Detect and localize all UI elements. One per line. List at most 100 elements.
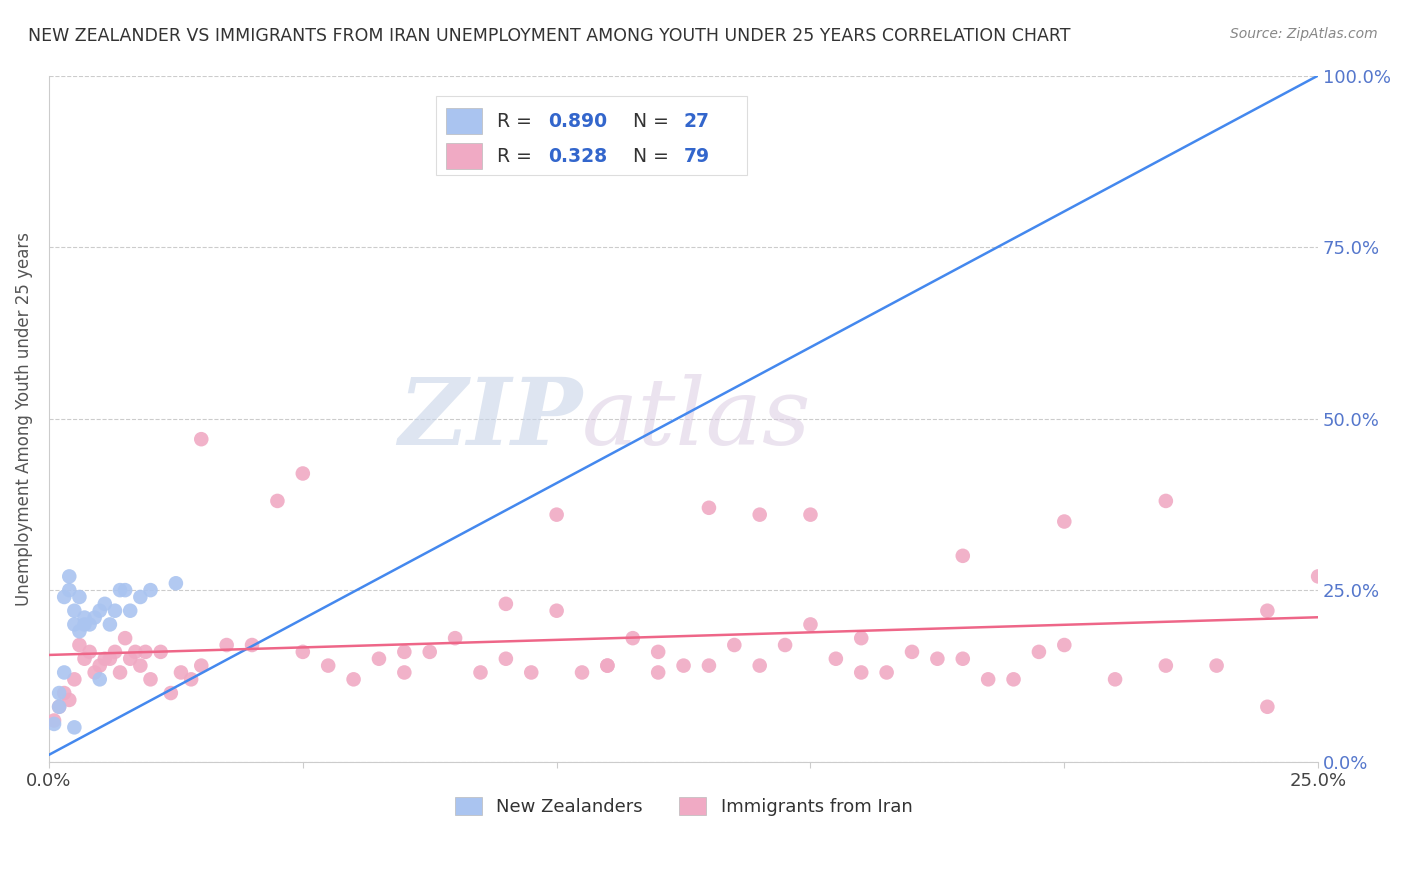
Point — [73, 610, 96, 624]
Point — [53, 686, 76, 700]
Point — [621, 631, 644, 645]
Point — [1256, 699, 1278, 714]
Point — [94, 597, 117, 611]
Point — [495, 652, 517, 666]
Text: 27: 27 — [683, 112, 710, 131]
Point — [799, 508, 821, 522]
Point — [368, 652, 391, 666]
Legend: New Zealanders, Immigrants from Iran: New Zealanders, Immigrants from Iran — [447, 789, 920, 823]
Text: N =: N = — [621, 112, 675, 131]
Point — [723, 638, 745, 652]
Text: 0.890: 0.890 — [548, 112, 607, 131]
Point — [596, 658, 619, 673]
Point — [190, 658, 212, 673]
Point — [824, 652, 846, 666]
Point — [129, 658, 152, 673]
Point — [316, 658, 339, 673]
Point — [647, 665, 669, 680]
Point — [104, 645, 127, 659]
Point — [1205, 658, 1227, 673]
Point — [67, 590, 90, 604]
Point — [94, 652, 117, 666]
Point — [48, 699, 70, 714]
Point — [901, 645, 924, 659]
Point — [1028, 645, 1050, 659]
Text: R =: R = — [496, 146, 538, 166]
Point — [73, 652, 96, 666]
Point — [63, 604, 86, 618]
Text: NEW ZEALANDER VS IMMIGRANTS FROM IRAN UNEMPLOYMENT AMONG YOUTH UNDER 25 YEARS CO: NEW ZEALANDER VS IMMIGRANTS FROM IRAN UN… — [28, 27, 1070, 45]
Point — [170, 665, 193, 680]
Point — [79, 645, 101, 659]
Point — [851, 665, 873, 680]
FancyBboxPatch shape — [446, 143, 482, 169]
Point — [799, 617, 821, 632]
Point — [104, 604, 127, 618]
Point — [215, 638, 238, 652]
Point — [697, 658, 720, 673]
Point — [394, 645, 416, 659]
Text: Source: ZipAtlas.com: Source: ZipAtlas.com — [1230, 27, 1378, 41]
Point — [546, 508, 568, 522]
Point — [1104, 673, 1126, 687]
Point — [342, 673, 364, 687]
Point — [63, 617, 86, 632]
Point — [291, 467, 314, 481]
Point — [63, 673, 86, 687]
Point — [89, 604, 111, 618]
Point — [159, 686, 181, 700]
FancyBboxPatch shape — [446, 108, 482, 135]
Point — [596, 658, 619, 673]
Point — [42, 717, 65, 731]
Point — [1154, 658, 1177, 673]
Point — [98, 617, 121, 632]
Point — [647, 645, 669, 659]
Text: atlas: atlas — [582, 374, 811, 464]
Point — [67, 638, 90, 652]
Point — [952, 652, 974, 666]
Point — [470, 665, 492, 680]
Point — [120, 604, 142, 618]
Point — [108, 583, 131, 598]
Point — [520, 665, 543, 680]
Point — [1308, 569, 1330, 583]
Point — [165, 576, 187, 591]
Point — [952, 549, 974, 563]
Point — [546, 604, 568, 618]
Point — [394, 665, 416, 680]
Point — [1053, 515, 1076, 529]
Point — [58, 693, 80, 707]
Point — [149, 645, 172, 659]
Point — [53, 665, 76, 680]
Point — [851, 631, 873, 645]
Point — [697, 500, 720, 515]
Text: 0.328: 0.328 — [548, 146, 607, 166]
Point — [129, 590, 152, 604]
Point — [1154, 494, 1177, 508]
Point — [58, 583, 80, 598]
Point — [1053, 638, 1076, 652]
Point — [1002, 673, 1025, 687]
Point — [291, 645, 314, 659]
Point — [124, 645, 146, 659]
Point — [977, 673, 1000, 687]
Point — [927, 652, 949, 666]
Point — [98, 652, 121, 666]
Point — [58, 569, 80, 583]
Point — [67, 624, 90, 639]
Point — [1256, 604, 1278, 618]
Point — [180, 673, 202, 687]
Point — [53, 590, 76, 604]
Point — [266, 494, 288, 508]
Point — [672, 658, 695, 673]
Point — [83, 665, 105, 680]
Point — [114, 583, 136, 598]
Point — [73, 617, 96, 632]
Point — [495, 597, 517, 611]
Point — [134, 645, 156, 659]
Point — [419, 645, 441, 659]
FancyBboxPatch shape — [436, 96, 747, 175]
Point — [748, 508, 770, 522]
Point — [444, 631, 467, 645]
Point — [748, 658, 770, 673]
